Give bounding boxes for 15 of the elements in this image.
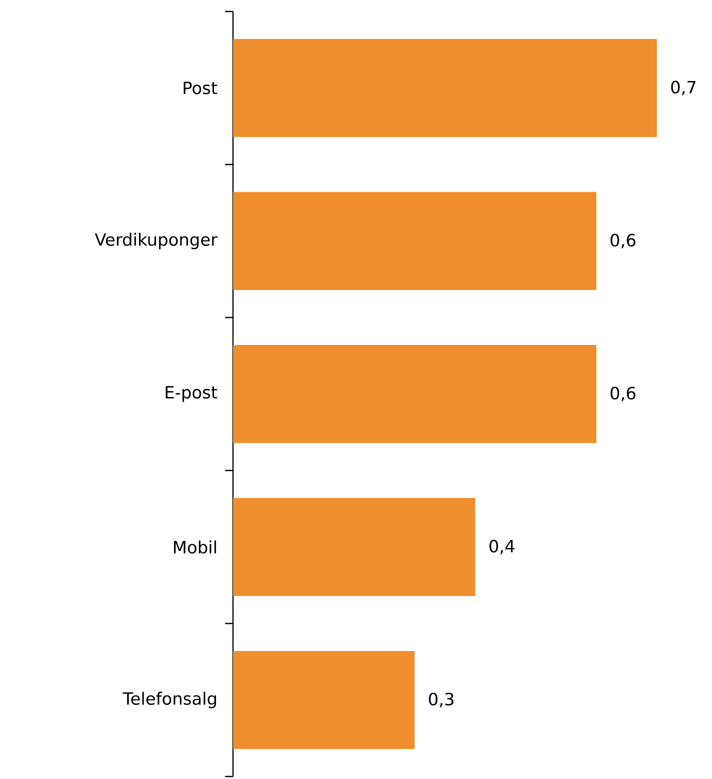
y-tick-label: Telefonsalg — [122, 692, 216, 708]
data-label: 0,6 — [610, 234, 636, 248]
data-label: 0,3 — [428, 692, 454, 708]
data-label: 0,7 — [671, 80, 696, 96]
bar — [233, 345, 596, 443]
y-tick-label: Post — [184, 82, 218, 94]
y-tick-label: Mobil — [174, 540, 216, 554]
data-label: 0,4 — [489, 540, 514, 554]
bar — [233, 192, 596, 290]
bar — [233, 651, 415, 749]
bar — [233, 39, 657, 137]
bar — [233, 498, 476, 596]
data-label: 0,6 — [610, 386, 636, 402]
y-tick-label: Verdikuponger — [94, 232, 218, 250]
y-tick-label: E-post — [166, 386, 218, 402]
